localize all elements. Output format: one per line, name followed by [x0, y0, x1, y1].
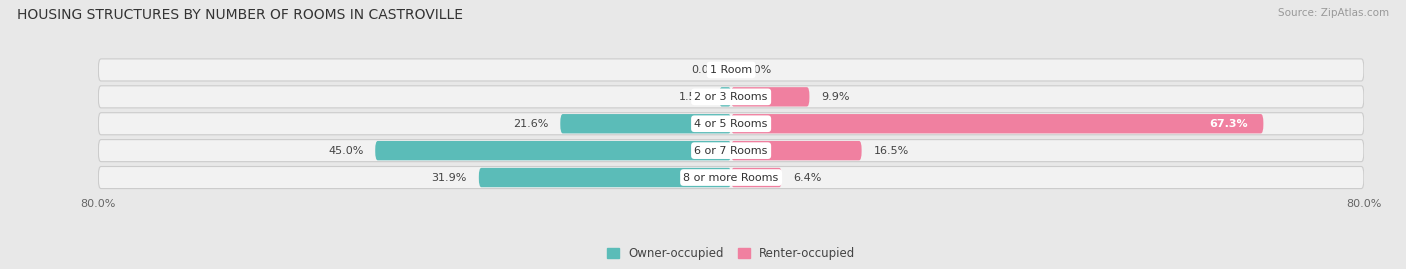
Text: 67.3%: 67.3%: [1209, 119, 1247, 129]
FancyBboxPatch shape: [98, 167, 1364, 189]
Text: 21.6%: 21.6%: [513, 119, 548, 129]
Text: 1.5%: 1.5%: [679, 92, 707, 102]
FancyBboxPatch shape: [731, 141, 862, 160]
FancyBboxPatch shape: [98, 140, 1364, 162]
Text: 4 or 5 Rooms: 4 or 5 Rooms: [695, 119, 768, 129]
Text: HOUSING STRUCTURES BY NUMBER OF ROOMS IN CASTROVILLE: HOUSING STRUCTURES BY NUMBER OF ROOMS IN…: [17, 8, 463, 22]
Legend: Owner-occupied, Renter-occupied: Owner-occupied, Renter-occupied: [602, 242, 860, 265]
FancyBboxPatch shape: [560, 114, 731, 133]
FancyBboxPatch shape: [98, 59, 1364, 81]
Text: Source: ZipAtlas.com: Source: ZipAtlas.com: [1278, 8, 1389, 18]
FancyBboxPatch shape: [731, 87, 810, 107]
Text: 31.9%: 31.9%: [432, 172, 467, 183]
Text: 8 or more Rooms: 8 or more Rooms: [683, 172, 779, 183]
FancyBboxPatch shape: [98, 113, 1364, 135]
FancyBboxPatch shape: [731, 114, 1264, 133]
Text: 16.5%: 16.5%: [873, 146, 908, 156]
Text: 45.0%: 45.0%: [328, 146, 363, 156]
FancyBboxPatch shape: [731, 168, 782, 187]
Text: 0.0%: 0.0%: [690, 65, 720, 75]
FancyBboxPatch shape: [375, 141, 731, 160]
FancyBboxPatch shape: [479, 168, 731, 187]
FancyBboxPatch shape: [98, 86, 1364, 108]
Text: 9.9%: 9.9%: [821, 92, 849, 102]
Text: 1 Room: 1 Room: [710, 65, 752, 75]
Text: 2 or 3 Rooms: 2 or 3 Rooms: [695, 92, 768, 102]
FancyBboxPatch shape: [720, 87, 731, 107]
Text: 0.0%: 0.0%: [742, 65, 772, 75]
Text: 6 or 7 Rooms: 6 or 7 Rooms: [695, 146, 768, 156]
Text: 6.4%: 6.4%: [793, 172, 823, 183]
